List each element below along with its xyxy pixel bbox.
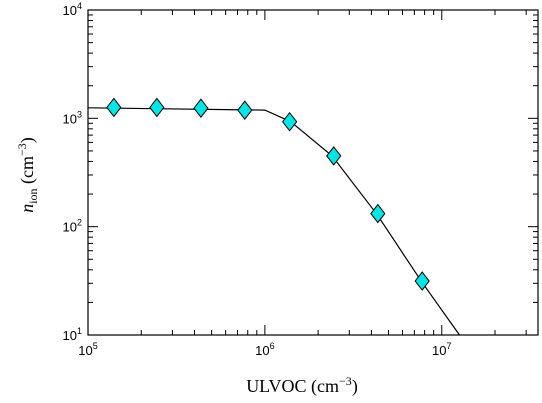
minor-ticks: [88, 10, 538, 335]
major-ticks: [87, 9, 538, 336]
y-tick-label: 103: [63, 109, 82, 126]
y-tick-label: 104: [63, 1, 82, 18]
data-point: [414, 271, 430, 291]
data-point: [149, 97, 165, 118]
x-tick-labels: 105 106 107: [78, 341, 451, 358]
data-point: [281, 111, 298, 132]
x-axis-label: ULVOC (cm−3): [246, 374, 358, 397]
series-line: [87, 107, 460, 336]
y-axis-label: nion (cm−3): [15, 137, 40, 213]
data-point: [106, 97, 122, 118]
data-point: [370, 203, 386, 224]
series-layer: [87, 97, 460, 336]
data-point: [237, 100, 253, 120]
data-point: [326, 146, 342, 166]
x-tick-label: 105: [78, 341, 97, 358]
data-point: [193, 98, 209, 119]
plot-frame: [87, 9, 539, 336]
y-tick-label: 102: [63, 218, 82, 235]
y-tick-labels: 101 102 103 104: [63, 1, 82, 343]
x-tick-label: 107: [432, 341, 451, 358]
x-tick-label: 106: [255, 341, 274, 358]
y-tick-label: 101: [63, 326, 82, 343]
